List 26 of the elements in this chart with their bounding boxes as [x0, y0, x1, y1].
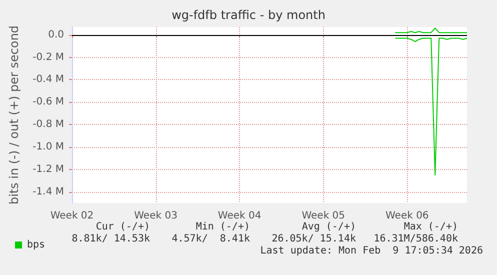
text: 16.31M/586.40k [374, 234, 458, 244]
text: Last update: Mon Feb 9 17:05:34 2026 [260, 246, 483, 256]
text: 4.57k/ 8.41k [172, 234, 250, 244]
y-tick-label: -0.4 M [32, 74, 64, 86]
y-tick-label: -1.4 M [32, 186, 64, 198]
text: Max (-/+) [404, 222, 458, 232]
x-tick-label: Week 03 [134, 210, 178, 222]
y-tick-label: 0.0 [48, 29, 64, 40]
x-tick-label: Week 04 [218, 210, 262, 222]
x-tick-label: Week 02 [50, 210, 94, 222]
x-tick-label: Week 05 [302, 210, 346, 222]
y-tick-label: -1.2 M [32, 164, 64, 175]
line-series [394, 38, 468, 176]
text: 26.05k/ 15.14k [272, 234, 356, 244]
legend-label: bps [27, 240, 46, 250]
y-tick-label: -0.6 M [32, 96, 64, 108]
text: Cur (-/+) [96, 222, 150, 232]
text: 8.81k/ 14.53k [72, 234, 150, 244]
y-axis-title: bits in (-) / out (+) per second [7, 25, 21, 205]
y-tick-label: -0.8 M [32, 119, 64, 130]
chart-title: wg-fdfb traffic - by month [172, 8, 326, 22]
text: Avg (-/+) [302, 222, 356, 232]
text: Min (-/+) [196, 222, 250, 232]
x-tick-label: Week 06 [385, 210, 429, 222]
y-tick-label: -0.2 M [32, 52, 64, 63]
y-tick-label: -1.0 M [32, 141, 64, 152]
